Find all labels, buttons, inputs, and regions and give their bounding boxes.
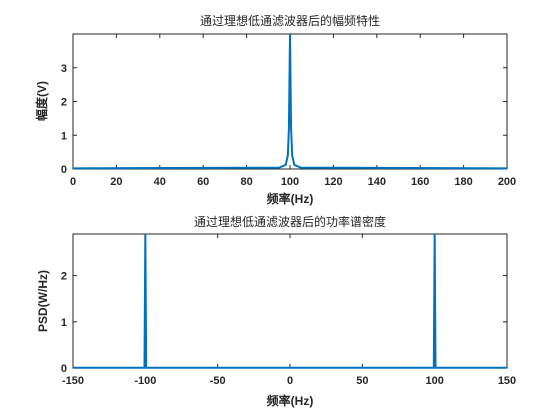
magnitude-y-axis-label: 幅度(V) [34, 81, 49, 121]
psd-x-axis-label: 频率(Hz) [267, 393, 314, 408]
magnitude-x-tick-label: 140 [368, 176, 386, 188]
psd-x-ticks: -150 -100 -50 0 50 100 150 [62, 234, 516, 387]
magnitude-chart: 通过理想低通滤波器后的幅频特性 频率(Hz) 幅度(V) 0 20 40 60 80 10… [34, 13, 516, 206]
psd-x-tick-label: 0 [287, 375, 293, 387]
magnitude-x-tick-label: 80 [240, 176, 252, 188]
magnitude-y-tick-label: 3 [61, 63, 67, 75]
psd-chart: 通过理想低通滤波器后的功率谱密度 频率(Hz) PSD(W/Hz) -150 -1… [36, 214, 516, 408]
psd-y-tick-label: 1 [61, 317, 67, 329]
psd-x-tick-label: 100 [425, 375, 443, 387]
magnitude-x-tick-label: 100 [281, 176, 299, 188]
magnitude-x-tick-label: 60 [197, 176, 209, 188]
psd-y-tick-label: 0 [61, 363, 67, 375]
magnitude-x-tick-label: 40 [154, 176, 166, 188]
psd-x-tick-label: -150 [62, 375, 84, 387]
magnitude-chart-title: 通过理想低通滤波器后的幅频特性 [200, 13, 380, 28]
psd-x-tick-label: -50 [210, 375, 226, 387]
magnitude-y-tick-label: 2 [61, 97, 67, 109]
magnitude-x-tick-label: 180 [454, 176, 472, 188]
magnitude-x-tick-label: 0 [70, 176, 76, 188]
psd-x-tick-label: -100 [134, 375, 156, 387]
magnitude-x-tick-label: 20 [110, 176, 122, 188]
magnitude-y-tick-label: 0 [61, 164, 67, 176]
psd-series-line [73, 233, 507, 369]
magnitude-series-line [72, 33, 508, 170]
magnitude-x-axis-label: 频率(Hz) [267, 191, 314, 206]
psd-chart-title: 通过理想低通滤波器后的功率谱密度 [194, 214, 386, 229]
magnitude-x-ticks: 0 20 40 60 80 100 120 140 160 180 200 [70, 34, 516, 188]
psd-y-ticks: 0 1 2 [61, 271, 507, 375]
magnitude-x-tick-label: 160 [411, 176, 429, 188]
magnitude-x-tick-label: 200 [498, 176, 516, 188]
magnitude-x-tick-label: 120 [324, 176, 342, 188]
psd-y-axis-label: PSD(W/Hz) [36, 270, 50, 332]
psd-x-tick-label: 150 [498, 375, 516, 387]
magnitude-y-ticks: 0 1 2 3 [61, 63, 507, 176]
psd-x-tick-label: 50 [356, 375, 368, 387]
psd-plot-area [72, 233, 508, 369]
psd-y-tick-label: 2 [61, 271, 67, 283]
magnitude-y-tick-label: 1 [61, 130, 67, 142]
